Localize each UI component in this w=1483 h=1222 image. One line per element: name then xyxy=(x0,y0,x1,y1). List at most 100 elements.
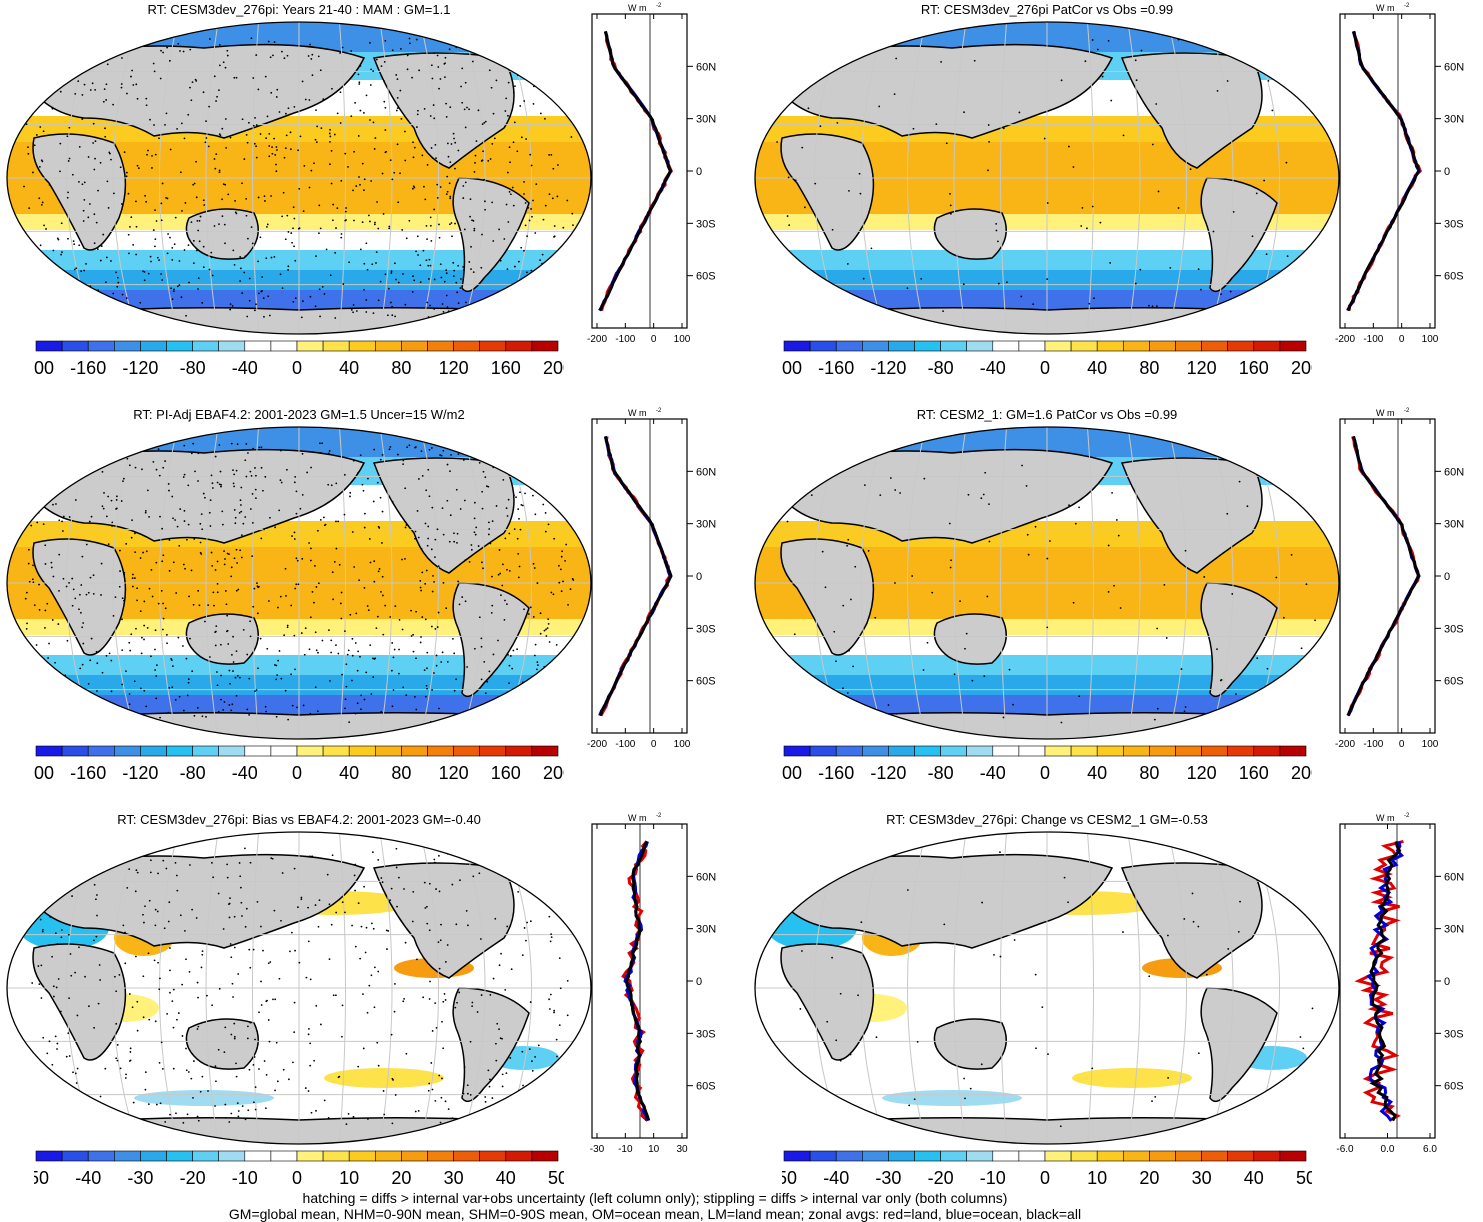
colorbar-tick-label: -160 xyxy=(818,358,854,378)
colorbar-tick-label: -80 xyxy=(180,763,206,783)
lat-tick-label: 60S xyxy=(1444,676,1464,688)
panel-title: RT: CESM3dev_276pi: Bias vs EBAF4.2: 200… xyxy=(117,812,481,827)
zonal-all-curve xyxy=(599,31,673,311)
colorbar-tick-label: 40 xyxy=(339,358,359,378)
colorbar-tick-label: -160 xyxy=(818,763,854,783)
panel-title: RT: CESM3dev_276pi PatCor vs Obs =0.99 xyxy=(920,2,1174,17)
colorbar-tick-label: 0 xyxy=(1040,358,1050,378)
zonal-units-label: W m xyxy=(1376,408,1395,418)
colorbar-tick-label: -120 xyxy=(870,763,906,783)
colorbar-tick-label: 200 xyxy=(543,358,564,378)
colorbar-tick-label: -20 xyxy=(928,1168,954,1188)
lat-tick-label: 0 xyxy=(1444,571,1450,583)
colorbar-tick-label: 20 xyxy=(1139,1168,1159,1188)
lat-tick-label: 30S xyxy=(696,1028,716,1040)
colorbar-tick-label: -40 xyxy=(232,763,258,783)
colorbar-tick-label: 20 xyxy=(391,1168,411,1188)
colorbar-tick-label: -30 xyxy=(875,1168,901,1188)
colorbar-tick-label: -80 xyxy=(928,763,954,783)
zonal-units-label: W m xyxy=(1376,3,1395,13)
zonal-x-tick-label: 100 xyxy=(1422,334,1439,345)
zonal-x-tick-label: 100 xyxy=(674,739,691,750)
lat-tick-label: 60S xyxy=(1444,271,1464,283)
colorbar-tick-label: -40 xyxy=(823,1168,849,1188)
zonal-land-curve xyxy=(1347,435,1421,717)
zonal-x-tick-label: 100 xyxy=(1422,739,1439,750)
panel-title: RT: CESM3dev_276pi: Change vs CESM2_1 GM… xyxy=(886,812,1208,827)
zonal-x-tick-label: 0 xyxy=(1399,334,1405,345)
lat-tick-label: 30N xyxy=(696,519,716,531)
panel-title: RT: PI-Adj EBAF4.2: 2001-2023 GM=1.5 Unc… xyxy=(133,407,465,422)
colorbar-tick-label: 50 xyxy=(548,1168,564,1188)
zonal-units-exponent: -2 xyxy=(656,3,662,9)
colorbar-tick-label: 200 xyxy=(1291,763,1312,783)
colorbar-tick-label: 30 xyxy=(1192,1168,1212,1188)
colorbar-tick-label: 80 xyxy=(1139,358,1159,378)
colorbar-tick-label: 80 xyxy=(1139,763,1159,783)
colorbar-tick-label: 200 xyxy=(1291,358,1312,378)
lat-tick-label: 0 xyxy=(696,166,702,178)
zonal-x-tick-label: 0 xyxy=(1399,739,1405,750)
zonal-mean-plot: W m -2 60N 30N 0 30S 60S -30 -10 10 30 xyxy=(590,813,716,1155)
zonal-x-tick-label: -10 xyxy=(618,1144,633,1155)
colorbar-tick-label: 200 xyxy=(543,763,564,783)
zonal-x-tick-label: -6.0 xyxy=(1336,1144,1354,1155)
colorbar-tick-label: -50 xyxy=(782,1168,797,1188)
zonal-x-tick-label: 0 xyxy=(651,334,657,345)
zonal-x-tick-label: -200 xyxy=(1335,334,1355,345)
colorbar-tick-label: 160 xyxy=(491,358,521,378)
colorbar-tick-label: -200 xyxy=(782,358,802,378)
colorbar: -200 -160 -120 -80 -40 0 40 80 120 160 200 xyxy=(34,340,564,378)
zonal-x-tick-label: -200 xyxy=(1335,739,1355,750)
lat-tick-label: 60S xyxy=(696,676,716,688)
zonal-x-tick-label: 6.0 xyxy=(1423,1144,1437,1155)
zonal-x-tick-label: 0.0 xyxy=(1381,1144,1395,1155)
zonal-x-tick-label: -200 xyxy=(587,739,607,750)
colorbar-tick-label: -120 xyxy=(870,358,906,378)
lat-tick-label: 60N xyxy=(1444,61,1464,73)
colorbar-tick-label: 120 xyxy=(1187,358,1217,378)
colorbar-tick-label: -160 xyxy=(70,358,106,378)
colorbar-tick-label: 40 xyxy=(1087,358,1107,378)
colorbar-tick-label: 80 xyxy=(391,358,411,378)
zonal-units-label: W m xyxy=(628,813,647,823)
lat-tick-label: 0 xyxy=(1444,166,1450,178)
colorbar-tick-label: 30 xyxy=(444,1168,464,1188)
colorbar: -50 -40 -30 -20 -10 0 10 20 30 40 50 xyxy=(34,1150,564,1188)
lat-tick-label: 60N xyxy=(696,466,716,478)
colorbar-tick-label: -10 xyxy=(980,1168,1006,1188)
zonal-x-tick-label: 0 xyxy=(651,739,657,750)
colorbar-tick-label: -10 xyxy=(232,1168,258,1188)
lat-tick-label: 30S xyxy=(1444,1028,1464,1040)
lat-tick-label: 60N xyxy=(1444,466,1464,478)
colorbar-tick-label: 160 xyxy=(1239,763,1269,783)
colorbar-tick-label: 0 xyxy=(1040,763,1050,783)
colorbar-tick-label: 0 xyxy=(292,763,302,783)
footer-line-2: GM=global mean, NHM=0-90N mean, SHM=0-90… xyxy=(228,1206,1082,1222)
colorbar-tick-label: 10 xyxy=(339,1168,359,1188)
colorbar: -200 -160 -120 -80 -40 0 40 80 120 160 200 xyxy=(782,340,1312,378)
zonal-x-tick-label: -30 xyxy=(590,1144,605,1155)
colorbar-tick-label: -80 xyxy=(180,358,206,378)
zonal-x-tick-label: -100 xyxy=(615,334,635,345)
colorbar-tick-label: 0 xyxy=(1040,1168,1050,1188)
colorbar-tick-label: -160 xyxy=(70,763,106,783)
colorbar-tick-label: 80 xyxy=(391,763,411,783)
zonal-units-label: W m xyxy=(628,408,647,418)
colorbar-tick-label: -80 xyxy=(928,358,954,378)
colorbar-tick-label: 40 xyxy=(496,1168,516,1188)
zonal-units-exponent: -2 xyxy=(1404,408,1410,414)
colorbar-tick-label: -40 xyxy=(232,358,258,378)
map-panel xyxy=(6,831,592,1145)
zonal-all-curve xyxy=(599,436,673,716)
lat-tick-label: 60S xyxy=(696,1081,716,1093)
colorbar: -50 -40 -30 -20 -10 0 10 20 30 40 50 xyxy=(782,1150,1312,1188)
zonal-x-tick-label: -200 xyxy=(587,334,607,345)
colorbar-tick-label: 120 xyxy=(439,763,469,783)
colorbar-tick-label: -40 xyxy=(980,358,1006,378)
zonal-units-exponent: -2 xyxy=(656,408,662,414)
zonal-x-tick-label: -100 xyxy=(615,739,635,750)
lat-tick-label: 30S xyxy=(1444,218,1464,230)
lat-tick-label: 30S xyxy=(696,623,716,635)
zonal-units-exponent: -2 xyxy=(656,813,662,819)
